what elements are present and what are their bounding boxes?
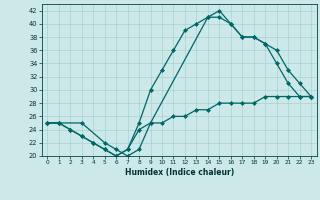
X-axis label: Humidex (Indice chaleur): Humidex (Indice chaleur): [124, 168, 234, 177]
